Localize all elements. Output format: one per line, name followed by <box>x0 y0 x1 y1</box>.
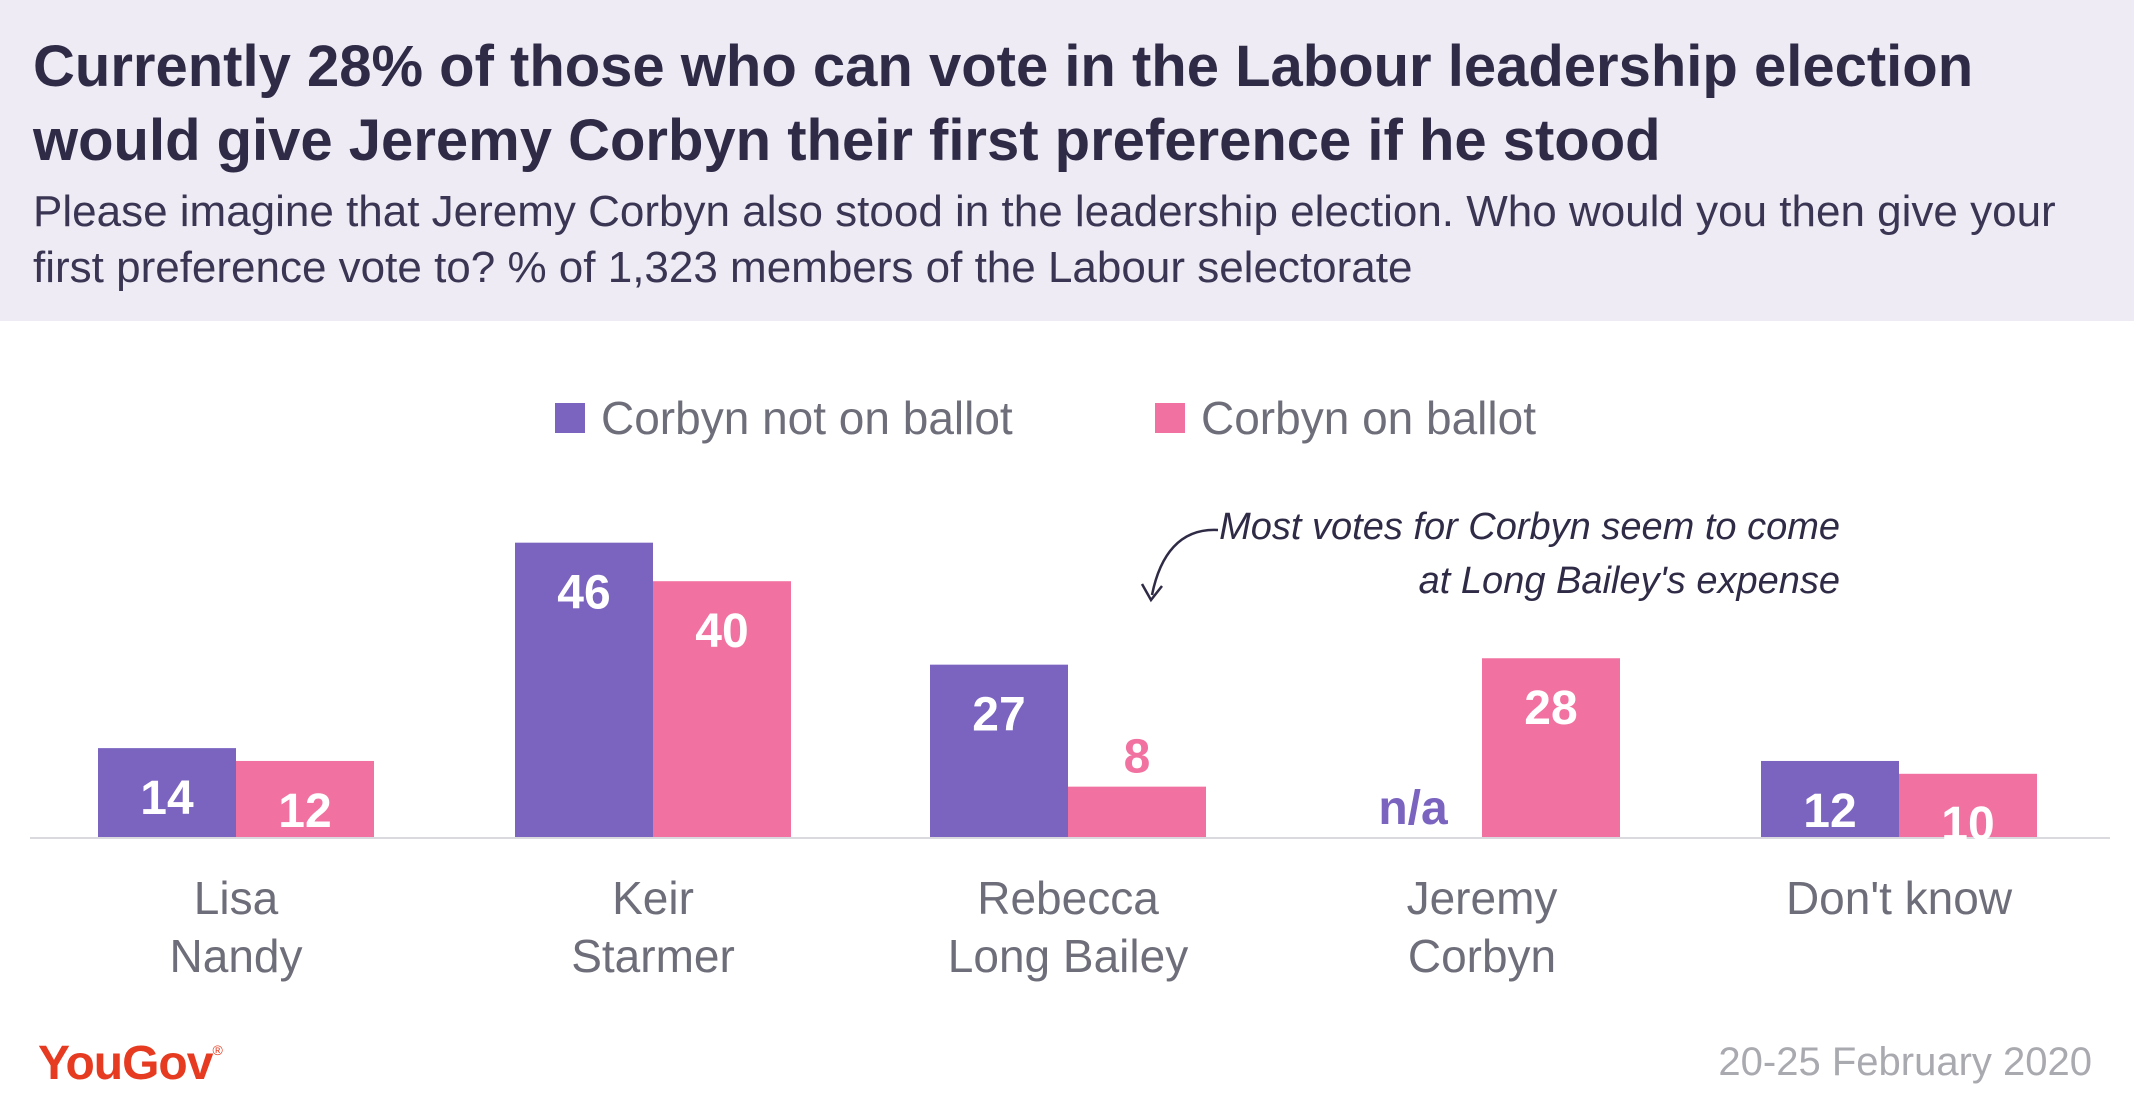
annotation-arrow-icon <box>1150 528 1219 596</box>
value-label-lisa-nandy-corbyn-not-on-ballot: 14 <box>140 772 194 825</box>
chart-subtitle: Please imagine that Jeremy Corbyn also s… <box>33 187 2056 292</box>
bar-keir-starmer-corbyn-on-ballot <box>653 581 791 838</box>
legend-swatch-not-on-ballot <box>555 403 585 433</box>
category-label-keir-starmer: Starmer <box>571 930 735 982</box>
value-label-rebecca-long-bailey-corbyn-on-ballot: 8 <box>1124 731 1151 784</box>
category-label-lisa-nandy: Nandy <box>170 930 303 982</box>
value-label-jeremy-corbyn-corbyn-on-ballot: 28 <box>1524 682 1577 735</box>
bar-don-t-know-corbyn-not-on-ballot <box>1761 760 1899 838</box>
category-label-lisa-nandy: Lisa <box>194 872 279 924</box>
bar-rebecca-long-bailey-corbyn-on-ballot <box>1068 786 1206 838</box>
category-label-keir-starmer: Keir <box>612 872 694 924</box>
value-label-rebecca-long-bailey-corbyn-not-on-ballot: 27 <box>972 689 1025 742</box>
value-label-don-t-know-corbyn-on-ballot: 10 <box>1941 798 1994 851</box>
bar-lisa-nandy-corbyn-not-on-ballot <box>98 748 236 838</box>
value-label-keir-starmer-corbyn-not-on-ballot: 46 <box>557 567 610 620</box>
bar-rebecca-long-bailey-corbyn-not-on-ballot <box>930 664 1068 838</box>
category-label-don-t-know: Don't know <box>1786 872 2013 924</box>
value-label-jeremy-corbyn-corbyn-not-on-ballot: n/a <box>1378 782 1448 835</box>
bar-lisa-nandy-corbyn-on-ballot <box>236 760 374 838</box>
legend-item-on-ballot: Corbyn on ballot <box>1155 388 1536 448</box>
category-label-jeremy-corbyn: Jeremy <box>1407 872 1558 924</box>
bar-jeremy-corbyn-corbyn-on-ballot <box>1482 658 1620 838</box>
chart-annotation: Most votes for Corbyn seem to come at Lo… <box>1219 506 1840 602</box>
category-label-rebecca-long-bailey: Long Bailey <box>948 930 1188 982</box>
fieldwork-date: 20-25 February 2020 <box>1718 1040 2092 1084</box>
legend-label-not-on-ballot: Corbyn not on ballot <box>601 392 1013 444</box>
chart-title: Currently 28% of those who can vote in t… <box>33 34 1974 173</box>
value-label-lisa-nandy-corbyn-on-ballot: 12 <box>278 785 331 838</box>
category-label-jeremy-corbyn: Corbyn <box>1408 930 1556 982</box>
header-panel: Currently 28% of those who can vote in t… <box>0 0 2134 321</box>
bar-keir-starmer-corbyn-not-on-ballot <box>515 542 653 838</box>
category-label-rebecca-long-bailey: Rebecca <box>977 872 1159 924</box>
legend-swatch-on-ballot <box>1155 403 1185 433</box>
legend-label-on-ballot: Corbyn on ballot <box>1201 392 1536 444</box>
legend: Corbyn not on ballot Corbyn on ballot <box>0 388 2134 448</box>
yougov-logo: YouGov® <box>38 1037 223 1090</box>
legend-item-not-on-ballot: Corbyn not on ballot <box>555 388 1013 448</box>
annotation-arrowhead-icon <box>1140 583 1163 603</box>
value-label-don-t-know-corbyn-not-on-ballot: 12 <box>1803 785 1856 838</box>
value-label-keir-starmer-corbyn-on-ballot: 40 <box>695 605 748 658</box>
bar-don-t-know-corbyn-on-ballot <box>1899 773 2037 838</box>
